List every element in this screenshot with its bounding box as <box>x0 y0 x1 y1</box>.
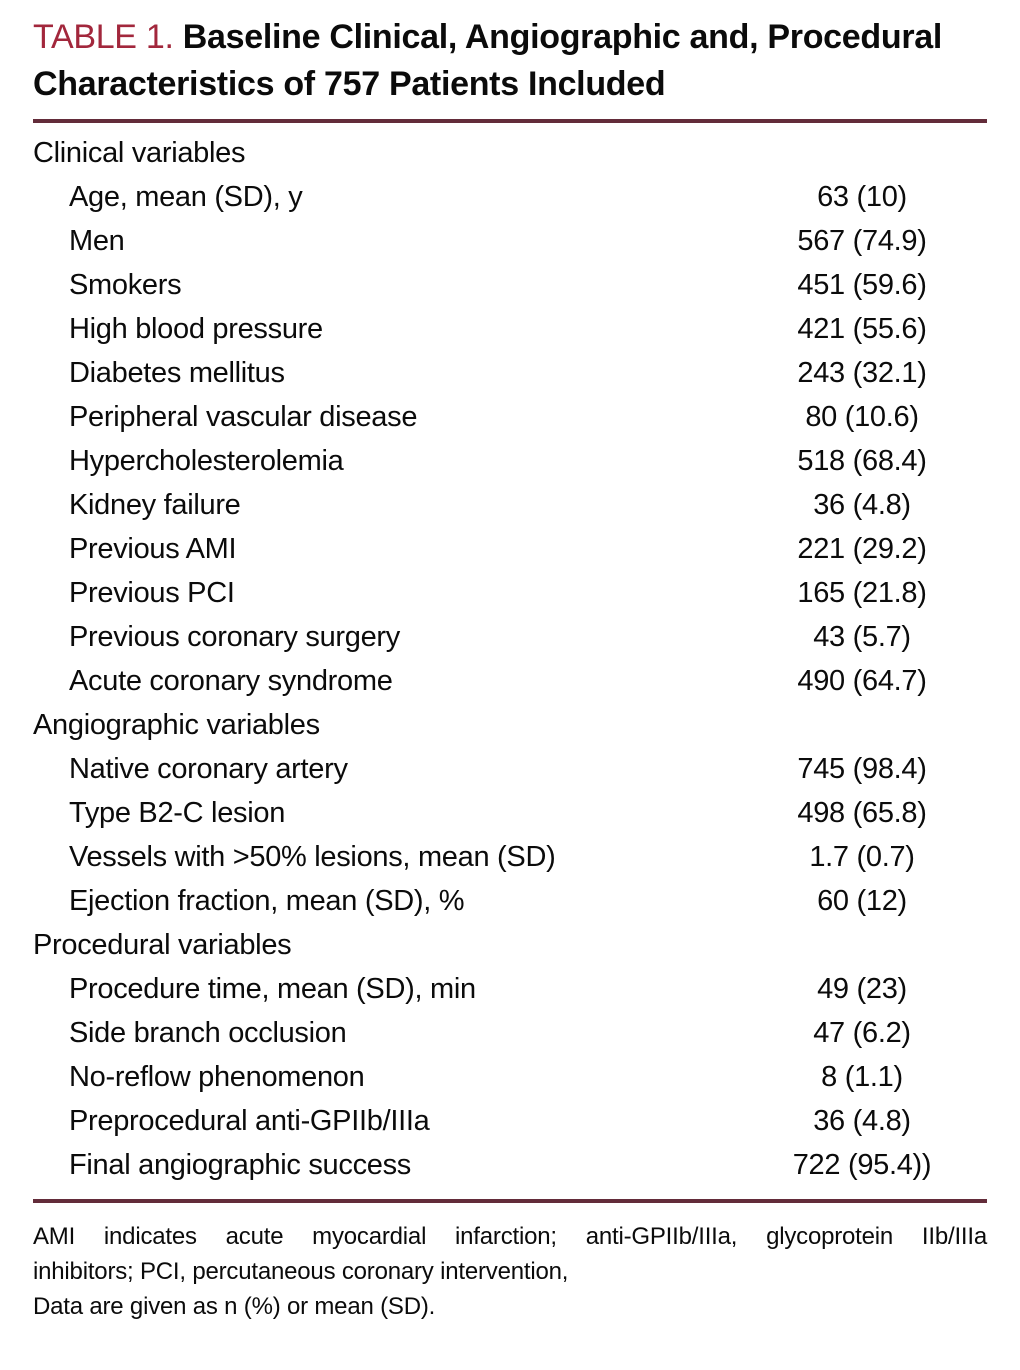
row-label: Age, mean (SD), y <box>69 181 303 213</box>
row-label: No-reflow phenomenon <box>69 1061 365 1093</box>
row-value: 63 (10) <box>817 181 907 213</box>
row-value: 8 (1.1) <box>821 1061 903 1093</box>
table-row: Smokers 451 (59.6) <box>33 263 987 307</box>
row-label: Men <box>69 225 125 257</box>
table-row: No-reflow phenomenon 8 (1.1) <box>33 1055 987 1099</box>
table-row: Peripheral vascular disease 80 (10.6) <box>33 395 987 439</box>
row-value: 36 (4.8) <box>813 1105 911 1137</box>
row-value: 80 (10.6) <box>805 401 919 433</box>
row-label: Native coronary artery <box>69 753 348 785</box>
row-label: Previous PCI <box>69 577 235 609</box>
row-label: Acute coronary syndrome <box>69 665 393 697</box>
row-value: 221 (29.2) <box>797 533 927 565</box>
table-row: Previous PCI 165 (21.8) <box>33 571 987 615</box>
table-row: Ejection fraction, mean (SD), % 60 (12) <box>33 879 987 923</box>
row-value: 745 (98.4) <box>797 753 927 785</box>
table-row: Vessels with >50% lesions, mean (SD) 1.7 … <box>33 835 987 879</box>
footnote-line-abbreviations-1: AMI indicates acute myocardial infarctio… <box>33 1223 987 1250</box>
row-value: 567 (74.9) <box>797 225 927 257</box>
title-divider-rule <box>33 119 987 123</box>
table-row: High blood pressure 421 (55.6) <box>33 307 987 351</box>
row-value: 36 (4.8) <box>813 489 911 521</box>
table-row: Acute coronary syndrome 490 (64.7) <box>33 659 987 703</box>
row-value: 518 (68.4) <box>797 445 927 477</box>
row-label: High blood pressure <box>69 313 323 345</box>
row-value: 498 (65.8) <box>797 797 927 829</box>
row-value: 165 (21.8) <box>797 577 927 609</box>
table-row: Hypercholesterolemia 518 (68.4) <box>33 439 987 483</box>
section-header: Clinical variables <box>33 137 246 169</box>
section-header: Procedural variables <box>33 929 292 961</box>
row-label: Peripheral vascular disease <box>69 401 418 433</box>
row-label: Kidney failure <box>69 489 241 521</box>
row-label: Preprocedural anti-GPIIb/IIIa <box>69 1105 430 1137</box>
table-row: Previous AMI 221 (29.2) <box>33 527 987 571</box>
row-label: Procedure time, mean (SD), min <box>69 973 476 1005</box>
table-row: Final angiographic success 722 (95.4)) <box>33 1143 987 1187</box>
table-footnote: AMI indicates acute myocardial infarctio… <box>33 1219 987 1324</box>
row-value: 451 (59.6) <box>797 269 927 301</box>
table-row: Native coronary artery 745 (98.4) <box>33 747 987 791</box>
table-row: Preprocedural anti-GPIIb/IIIa 36 (4.8) <box>33 1099 987 1143</box>
row-value: 722 (95.4)) <box>792 1149 932 1181</box>
table-row: Kidney failure 36 (4.8) <box>33 483 987 527</box>
row-label: Type B2-C lesion <box>69 797 286 829</box>
table-row: Procedure time, mean (SD), min 49 (23) <box>33 967 987 1011</box>
section-header: Angiographic variables <box>33 709 320 741</box>
table-figure: TABLE 1. Baseline Clinical, Angiographic… <box>33 14 987 1324</box>
row-label: Side branch occlusion <box>69 1017 347 1049</box>
table-row: Men 567 (74.9) <box>33 219 987 263</box>
row-label: Hypercholesterolemia <box>69 445 344 477</box>
table-number-label: TABLE 1. <box>33 18 174 56</box>
table-row: Age, mean (SD), y 63 (10) <box>33 175 987 219</box>
row-value: 1.7 (0.7) <box>809 841 915 873</box>
row-value: 421 (55.6) <box>797 313 927 345</box>
table-bottom-rule <box>33 1199 987 1203</box>
row-label: Diabetes mellitus <box>69 357 285 389</box>
row-label: Final angiographic success <box>69 1149 411 1181</box>
row-value: 60 (12) <box>817 885 907 917</box>
row-value: 47 (6.2) <box>813 1017 911 1049</box>
row-label: Previous coronary surgery <box>69 621 400 653</box>
row-label: Ejection fraction, mean (SD), % <box>69 885 465 917</box>
table-body: Clinical variables Age, mean (SD), y 63 (1… <box>33 123 987 1187</box>
row-value: 49 (23) <box>817 973 907 1005</box>
table-title: TABLE 1. Baseline Clinical, Angiographic… <box>33 14 987 108</box>
footnote-line-abbreviations-2: inhibitors; PCI, percutaneous coronary i… <box>33 1258 569 1285</box>
row-value: 43 (5.7) <box>813 621 911 653</box>
table-row: Previous coronary surgery 43 (5.7) <box>33 615 987 659</box>
row-value: 490 (64.7) <box>797 665 927 697</box>
table-title-text: Baseline Clinical, Angiographic and, Pro… <box>33 18 943 103</box>
row-label: Previous AMI <box>69 533 237 565</box>
row-label: Smokers <box>69 269 182 301</box>
table-row: Diabetes mellitus 243 (32.1) <box>33 351 987 395</box>
table-row: Side branch occlusion 47 (6.2) <box>33 1011 987 1055</box>
row-label: Vessels with >50% lesions, mean (SD) <box>69 841 556 873</box>
table-row: Type B2-C lesion 498 (65.8) <box>33 791 987 835</box>
footnote-line-data-note: Data are given as n (%) or mean (SD). <box>33 1293 436 1320</box>
row-value: 243 (32.1) <box>797 357 927 389</box>
